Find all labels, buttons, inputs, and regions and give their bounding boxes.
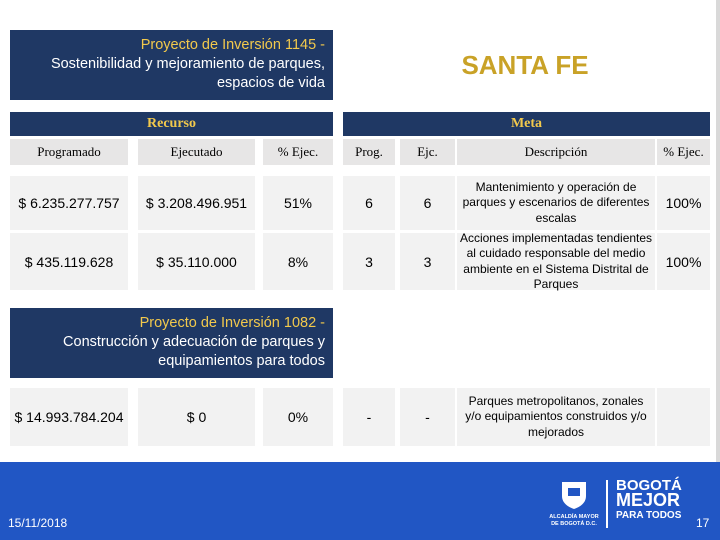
logo-line: MEJOR bbox=[616, 490, 681, 510]
divider bbox=[606, 480, 608, 528]
cell: $ 435.119.628 bbox=[10, 233, 128, 290]
edge bbox=[716, 0, 720, 462]
column-header: Descripción bbox=[457, 139, 655, 165]
cell: 3 bbox=[343, 233, 395, 290]
cell: 6 bbox=[400, 176, 455, 230]
title-line: Construcción y adecuación de parques y bbox=[63, 334, 325, 350]
column-header: Programado bbox=[10, 139, 128, 165]
cell: $ 14.993.784.204 bbox=[10, 388, 128, 446]
section-header: Recurso bbox=[10, 112, 333, 136]
column-header: Ejecutado bbox=[138, 139, 255, 165]
shield-icon bbox=[562, 482, 586, 509]
page-number: 17 bbox=[696, 516, 710, 530]
footer-bar: 15/11/2018 17 ALCALDÍA MAYOR DE BOGOTÁ D… bbox=[0, 462, 720, 540]
project-title-box: Proyecto de Inversión 1145 - Sostenibili… bbox=[10, 30, 333, 100]
project-title-box: Proyecto de Inversión 1082 - Construcció… bbox=[10, 308, 333, 378]
description: Parques metropolitanos, zonales y/o equi… bbox=[457, 388, 655, 446]
column-header: % Ejec. bbox=[263, 139, 333, 165]
logo-text: ALCALDÍA MAYOR DE BOGOTÁ D.C. bbox=[538, 514, 610, 528]
cell: 100% bbox=[657, 233, 710, 290]
title-line: equipamientos para todos bbox=[158, 353, 325, 369]
cell bbox=[657, 388, 710, 446]
brand-logo: BOGOTÁ MEJOR PARA TODOS bbox=[616, 478, 682, 523]
logo-line: DE BOGOTÁ D.C. bbox=[551, 521, 597, 527]
cell: $ 3.208.496.951 bbox=[138, 176, 255, 230]
cell: - bbox=[343, 388, 395, 446]
location: SANTA FE bbox=[461, 50, 589, 80]
title-line: Sostenibilidad y mejoramiento de parques… bbox=[50, 56, 325, 72]
section-header: Meta bbox=[343, 112, 710, 136]
cell: $ 0 bbox=[138, 388, 255, 446]
cell: 51% bbox=[263, 176, 333, 230]
description: Mantenimiento y operación de parques y e… bbox=[457, 176, 655, 230]
cell: - bbox=[400, 388, 455, 446]
cell: 8% bbox=[263, 233, 333, 290]
cell: 0% bbox=[263, 388, 333, 446]
logo-line: BOGOTÁ bbox=[616, 477, 682, 494]
column-header: Prog. bbox=[343, 139, 395, 165]
cell: $ 35.110.000 bbox=[138, 233, 255, 290]
column-header: Ejc. bbox=[400, 139, 455, 165]
column-header: % Ejec. bbox=[657, 139, 710, 165]
title-line: espacios de vida bbox=[216, 75, 325, 91]
date: 15/11/2018 bbox=[8, 516, 68, 530]
title-line: Proyecto de Inversión 1145 - bbox=[140, 37, 325, 53]
cell: 6 bbox=[343, 176, 395, 230]
cell: $ 6.235.277.757 bbox=[10, 176, 128, 230]
logo-line: ALCALDÍA MAYOR bbox=[549, 514, 599, 520]
description: Acciones implementadas tendientes al cui… bbox=[457, 231, 655, 291]
title-line: Proyecto de Inversión 1082 - bbox=[139, 315, 325, 331]
cell: 100% bbox=[657, 176, 710, 230]
logo-line: PARA TODOS bbox=[616, 510, 682, 521]
cell: 3 bbox=[400, 233, 455, 290]
